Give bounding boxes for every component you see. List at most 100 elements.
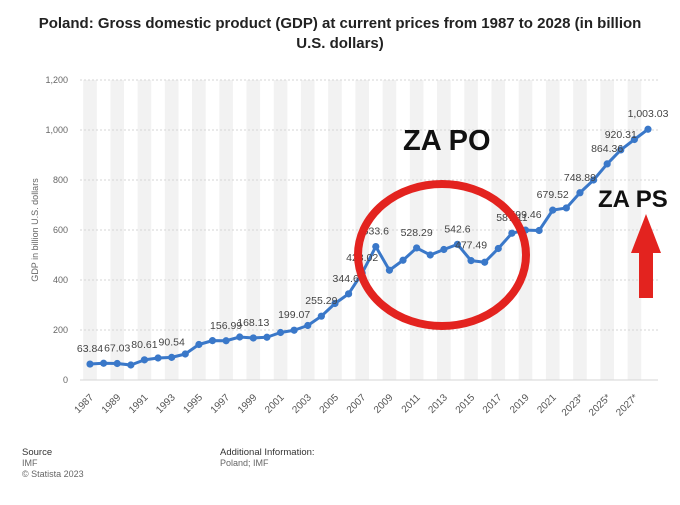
data-point-1998[interactable] — [236, 333, 244, 341]
data-label: 168.13 — [237, 317, 269, 329]
data-point-1996[interactable] — [208, 337, 217, 345]
data-label: 255.29 — [305, 295, 337, 307]
data-point-2005[interactable] — [331, 299, 339, 308]
x-tick-label: 1993 — [154, 392, 178, 416]
data-label: 80.61 — [131, 339, 157, 351]
data-point-2001[interactable] — [276, 328, 285, 337]
y-axis-label: GDP in billion U.S. dollars — [30, 178, 40, 282]
data-point-1991[interactable] — [140, 356, 149, 364]
data-point-1987[interactable] — [86, 360, 94, 368]
band-2023 — [573, 80, 587, 380]
x-tick-label: 2019 — [508, 392, 532, 416]
y-tick-label: 1,000 — [45, 125, 68, 135]
data-point-2018[interactable] — [508, 229, 516, 237]
x-tick-label: 2025* — [587, 392, 613, 418]
chart-title-line-2: U.S. dollars) — [296, 35, 384, 52]
data-point-2010[interactable] — [399, 256, 407, 264]
data-point-2020[interactable] — [535, 226, 543, 235]
data-point-2004[interactable] — [317, 312, 325, 320]
data-point-2028[interactable] — [644, 125, 652, 133]
footer-source: Source IMF © Statista 2023 — [22, 447, 84, 480]
y-tick-label: 800 — [53, 175, 68, 185]
y-tick-label: 0 — [63, 375, 68, 385]
gridlines — [80, 79, 658, 381]
x-tick-label: 1997 — [209, 392, 233, 416]
data-point-1990[interactable] — [127, 361, 135, 369]
data-point-2008[interactable] — [372, 243, 380, 251]
series-gdp — [86, 125, 652, 369]
x-tick-label: 2023* — [560, 392, 586, 418]
y-axis-ticks: 0 200 400 600 800 1,000 1,200 — [45, 75, 68, 385]
x-tick-label: 2017 — [481, 392, 505, 416]
chart-title-line-1: Poland: Gross domestic product (GDP) at … — [39, 15, 642, 32]
chart-title: Poland: Gross domestic product (GDP) at … — [39, 15, 642, 52]
data-point-2025[interactable] — [603, 160, 611, 168]
footer-additional-info: Additional Information: Poland; IMF — [220, 447, 315, 469]
data-point-2011[interactable] — [413, 244, 421, 252]
data-point-1992[interactable] — [154, 354, 162, 362]
x-tick-label: 2005 — [318, 392, 342, 416]
data-point-2009[interactable] — [385, 266, 394, 274]
data-point-1994[interactable] — [181, 350, 189, 358]
data-label: 864.36 — [591, 143, 623, 155]
x-tick-label: 2027* — [614, 392, 640, 418]
data-point-2014[interactable] — [453, 240, 462, 248]
data-point-1995[interactable] — [195, 340, 203, 349]
additional-info-text: Poland; IMF — [220, 458, 269, 468]
data-point-2016[interactable] — [481, 258, 489, 266]
data-label: 679.52 — [537, 189, 569, 201]
data-label: 90.54 — [159, 336, 185, 348]
source-heading: Source — [22, 447, 53, 458]
x-tick-label: 1995 — [181, 392, 205, 416]
red-circle-highlight — [354, 180, 530, 330]
x-tick-label: 2007 — [345, 392, 369, 416]
data-point-1993[interactable] — [168, 353, 176, 361]
band-2003 — [300, 80, 315, 380]
x-tick-label: 1999 — [236, 392, 260, 416]
copyright: © Statista 2023 — [22, 469, 84, 479]
data-label: 528.29 — [401, 227, 433, 239]
annotation-za-ps: ZA PS — [598, 186, 668, 213]
x-tick-label: 2001 — [263, 392, 287, 416]
source-name[interactable]: IMF — [22, 458, 38, 468]
data-point-2023[interactable] — [576, 189, 584, 197]
data-point-2022[interactable] — [562, 204, 570, 212]
annotation-za-po: ZA PO — [403, 125, 491, 157]
data-point-2026[interactable] — [617, 146, 625, 154]
x-tick-label: 1987 — [73, 392, 97, 416]
data-point-2012[interactable] — [426, 251, 434, 259]
data-label: 63.84 — [77, 343, 103, 355]
data-label: 67.03 — [104, 343, 130, 355]
data-point-2027[interactable] — [630, 135, 638, 144]
data-point-2002[interactable] — [290, 326, 298, 334]
x-tick-label: 1991 — [127, 392, 151, 416]
y-tick-label: 400 — [53, 275, 68, 285]
band-2005 — [328, 80, 342, 380]
x-tick-label: 2011 — [400, 392, 423, 415]
data-point-2003[interactable] — [304, 321, 312, 330]
y-tick-label: 200 — [53, 325, 68, 335]
data-point-2000[interactable] — [263, 333, 271, 341]
data-point-2024[interactable] — [589, 176, 598, 184]
data-point-2017[interactable] — [494, 244, 502, 253]
x-tick-label: 2015 — [454, 392, 478, 416]
x-tick-label: 2013 — [426, 392, 450, 416]
data-point-1999[interactable] — [249, 334, 257, 342]
data-label: 542.6 — [444, 223, 470, 235]
data-point-2021[interactable] — [549, 206, 557, 214]
data-label: 1,003.03 — [628, 108, 669, 120]
data-point-1988[interactable] — [100, 359, 108, 367]
band-1995 — [192, 80, 206, 380]
additional-info-heading: Additional Information: — [220, 447, 315, 458]
data-point-1989[interactable] — [113, 359, 121, 368]
data-label: 156.99 — [210, 320, 242, 332]
red-up-arrow — [631, 214, 661, 298]
x-tick-label: 2021 — [535, 392, 559, 416]
data-label: 477.49 — [455, 240, 487, 252]
band-1993 — [164, 80, 179, 380]
data-point-2006[interactable] — [344, 290, 353, 298]
data-point-2013[interactable] — [440, 245, 448, 254]
data-point-1997[interactable] — [222, 337, 230, 345]
data-label: 199.07 — [278, 309, 310, 321]
data-point-2015[interactable] — [467, 257, 475, 265]
